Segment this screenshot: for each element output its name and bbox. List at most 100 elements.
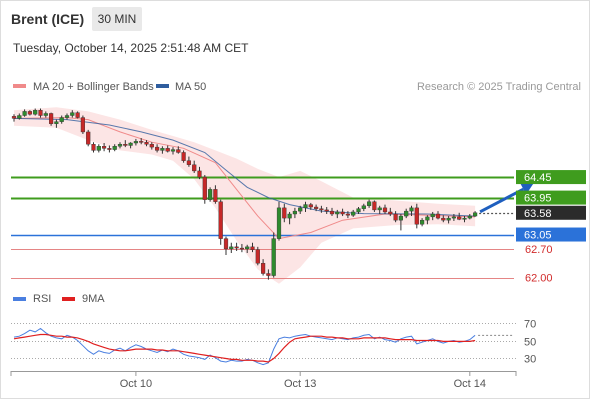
candle: [234, 242, 239, 251]
candle: [266, 269, 271, 280]
candle-body: [345, 213, 350, 216]
rsi-9ma-line: [13, 333, 476, 363]
candle-body: [319, 208, 324, 211]
candle-body: [96, 146, 101, 151]
candle: [27, 110, 32, 116]
legend-swatch-rsi: [13, 297, 26, 301]
candle: [64, 113, 70, 120]
candle-body: [356, 208, 361, 213]
candle-body: [287, 213, 292, 219]
candle-body: [197, 170, 202, 178]
bollinger-band-fill: [14, 107, 476, 284]
candle-body: [133, 141, 138, 144]
candle: [218, 199, 223, 245]
candle-body: [128, 142, 133, 146]
candle-body: [372, 201, 377, 211]
candle-body: [308, 204, 313, 208]
candle-body: [207, 189, 213, 200]
candle-body: [414, 207, 419, 225]
candle: [340, 208, 345, 217]
candle-body: [324, 209, 329, 212]
candle: [372, 200, 377, 212]
candle-body: [75, 112, 80, 118]
level-label-last: 63.58: [516, 205, 586, 220]
candle: [154, 144, 160, 153]
candle: [425, 215, 430, 225]
candle-body: [139, 141, 144, 143]
candle-body: [255, 249, 260, 264]
candle: [160, 146, 165, 154]
candle: [382, 204, 388, 215]
candle: [292, 207, 297, 219]
candle-body: [276, 207, 282, 239]
candle-body: [170, 149, 176, 152]
candle-body: [329, 210, 335, 215]
legend-label-9ma: 9MA: [82, 293, 105, 305]
candle-body: [446, 217, 451, 221]
candle-body: [340, 211, 345, 215]
x-axis-ticks: Oct 10 Oct 13 Oct 14: [10, 371, 517, 390]
candle-body: [22, 111, 27, 116]
legend-label-ma50: MA 50: [175, 81, 206, 93]
candle-body: [192, 164, 197, 172]
candle: [181, 150, 186, 163]
candle-body: [435, 213, 441, 219]
level-badge: [516, 170, 586, 185]
candle: [101, 143, 107, 152]
level-value: 62.70: [525, 244, 553, 256]
candle: [70, 110, 75, 118]
candle: [91, 142, 96, 153]
candle: [245, 244, 250, 253]
candle-body: [393, 213, 398, 221]
candle: [287, 211, 292, 225]
candle: [414, 203, 419, 229]
candle-body: [382, 207, 388, 213]
candle-body: [462, 217, 467, 220]
candle-body: [266, 273, 271, 276]
candle-body: [27, 111, 32, 115]
candle: [430, 211, 435, 221]
candle: [11, 114, 17, 122]
candle: [75, 111, 80, 119]
timeframe-button[interactable]: 30 MIN: [92, 7, 142, 31]
candle: [229, 242, 234, 253]
candle: [398, 214, 403, 231]
candle: [457, 212, 462, 221]
candle: [361, 203, 366, 212]
candle: [123, 140, 128, 148]
level-badge: [516, 205, 586, 220]
candle-body: [149, 144, 154, 148]
candle: [186, 156, 191, 167]
candle: [462, 216, 467, 223]
candle-body: [165, 148, 170, 152]
candle-body: [213, 189, 218, 202]
candle: [377, 205, 382, 215]
candle-body: [186, 160, 191, 165]
candle-body: [420, 219, 425, 225]
candle: [367, 199, 372, 208]
legend-swatch-9ma: [62, 297, 75, 301]
candle-body: [49, 113, 54, 124]
candle: [314, 204, 319, 212]
candle-body: [261, 263, 266, 274]
candle: [33, 108, 38, 116]
x-tick-label: Oct 13: [284, 378, 316, 390]
rsi-grid: [11, 323, 516, 359]
candle-body: [473, 212, 478, 217]
candle-body: [361, 205, 366, 209]
candle: [308, 202, 313, 210]
candle: [117, 142, 123, 149]
candle-body: [282, 207, 287, 219]
price-legend: MA 20 + Bollinger Bands MA 50 Research ©…: [13, 81, 581, 93]
candle: [393, 211, 398, 223]
candle: [441, 215, 446, 223]
candle-body: [54, 121, 59, 124]
candle-body: [298, 207, 303, 212]
candle: [38, 108, 43, 118]
candle: [388, 207, 393, 217]
candle-body: [11, 116, 17, 119]
candle-body: [377, 207, 382, 211]
candle: [223, 236, 229, 256]
candle: [149, 142, 154, 150]
